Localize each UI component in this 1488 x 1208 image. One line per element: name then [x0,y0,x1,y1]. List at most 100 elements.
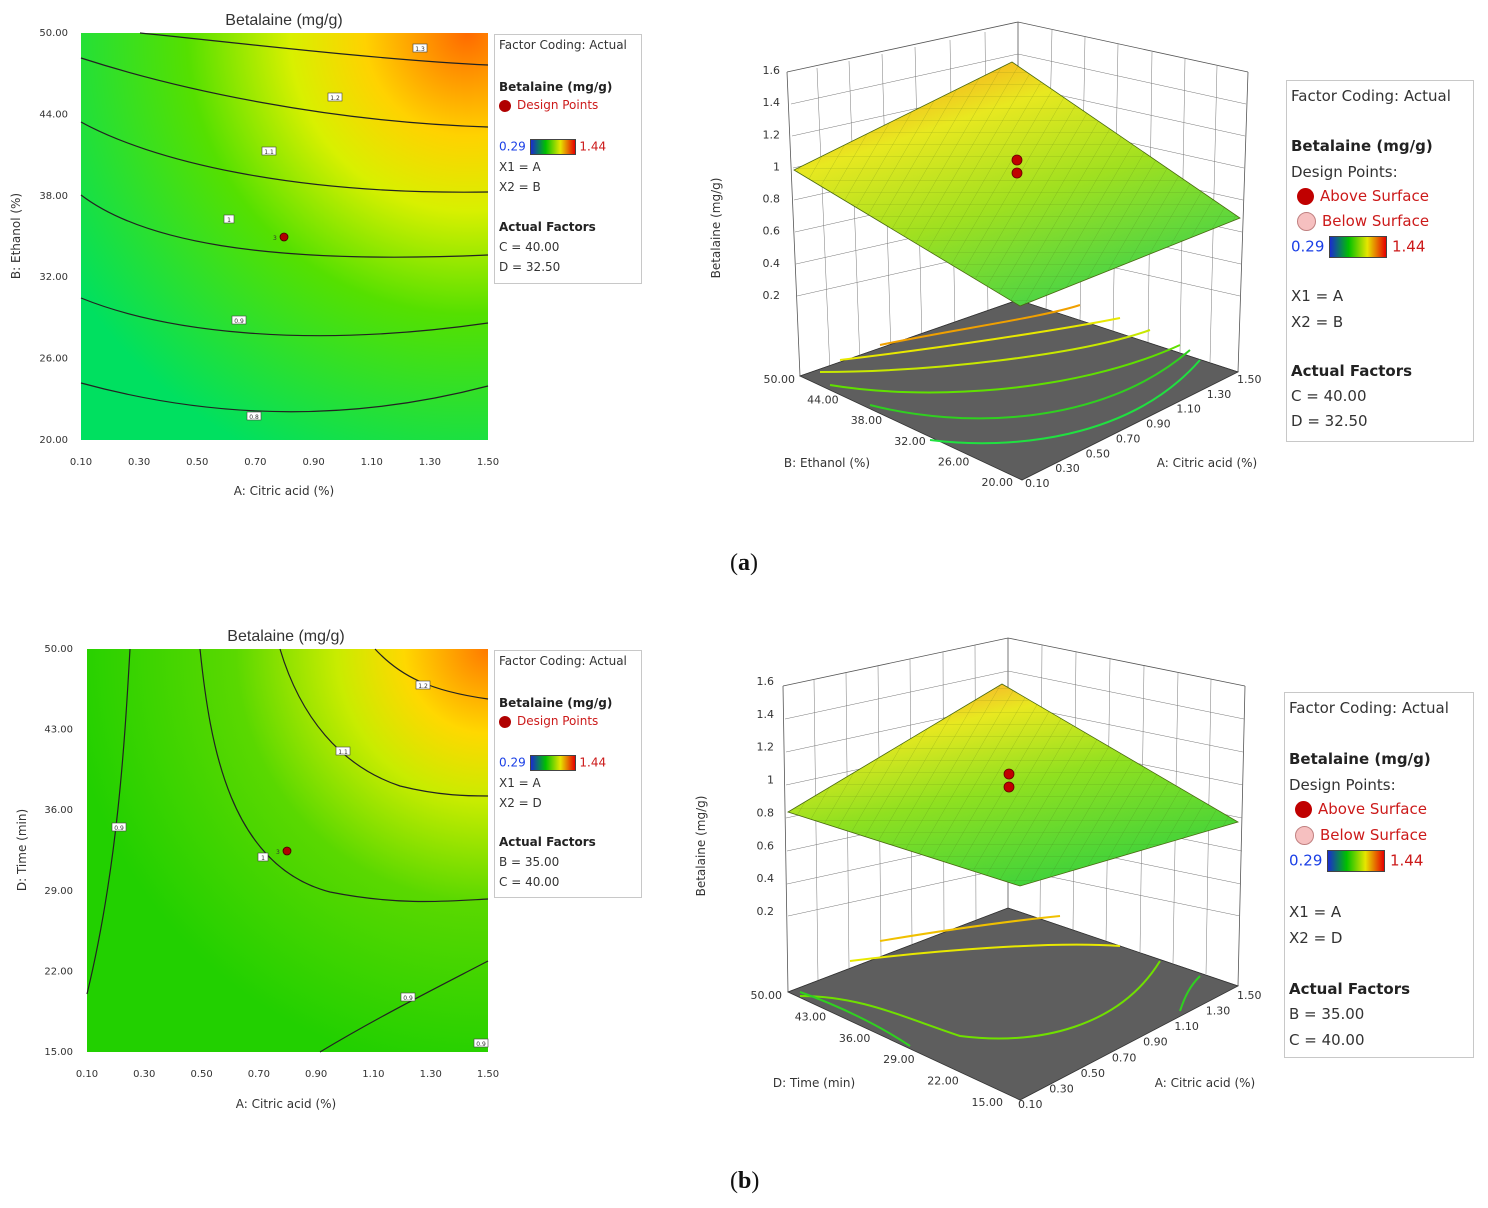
floor-contours [799,915,1201,1047]
x-tick-label: 0.30 [128,457,150,468]
x-axis-label: A: Citric acid (%) [236,1097,336,1111]
legend-coding: Factor Coding: Actual [1289,699,1449,717]
y-axis-label: B: Ethanol (%) [9,193,23,279]
y-tick-label: 38.00 [39,191,68,202]
contour-title: Betalaine (mg/g) [225,12,342,29]
axis-tick-label: 1.50 [1237,373,1262,386]
contour-line-1.3 [139,32,489,66]
legend-factor-1: B = 35.00 [499,855,560,869]
z-tick-label: 1 [767,774,774,787]
contour-line-1.1 [80,121,489,193]
contour-labels-b: 0.9 1 1.1 1.2 0.9 0.9 [111,680,489,1048]
axis-tick-label: 0.90 [1143,1036,1168,1049]
legend-factor-1: C = 40.00 [1291,387,1367,405]
axis-tick-label: 50.00 [764,373,796,386]
caption-a: (a) [730,550,758,576]
z-tick-label: 0.2 [757,905,775,918]
axis-tick-label: 0.30 [1049,1082,1074,1095]
contour-line-0.9-right [319,960,489,1053]
legend-design-points: Design Points [499,98,598,112]
contour-title: Betalaine (mg/g) [227,628,344,645]
axis-tick-label: 44.00 [807,394,839,407]
panel-a: Betalaine (mg/g) 0.8 0.9 1 1.1 1.2 1.3 3… [0,0,1488,600]
contour-line-1.0 [80,194,489,258]
svg-text:1.1: 1.1 [264,149,274,156]
z-tick-label: 1.2 [757,741,775,754]
z-tick-labels: 0.2 0.4 0.6 0.8 1 1.2 1.4 1.6 [763,64,781,302]
legend-factor-2: D = 32.50 [1291,412,1368,430]
y-tick-label: 26.00 [39,354,68,365]
axis-tick-label: 38.00 [851,414,883,427]
svg-text:0.9: 0.9 [114,825,124,832]
axis-tick-label: 0.10 [1025,477,1050,490]
legend-color-scale: 0.29 1.44 [499,755,607,771]
x-tick-label: 0.10 [76,1069,98,1080]
axis-tick-label: 0.50 [1086,447,1111,460]
below-surface-icon [1297,212,1316,231]
svg-text:0.9: 0.9 [476,1041,486,1048]
z-tick-label: 1.4 [757,708,775,721]
legend-response: Betalaine (mg/g) [1291,137,1433,155]
y-tick-label: 36.00 [44,805,73,816]
legend-color-scale: 0.29 1.44 [499,139,607,155]
z-tick-label: 0.6 [763,225,781,238]
caption-b: (b) [730,1168,760,1194]
left-axis-tick-labels: 50.00 44.00 38.00 32.00 26.00 20.00 [764,373,1014,489]
legend-factor-2: C = 40.00 [1289,1031,1365,1049]
x-tick-label: 1.30 [419,457,441,468]
y-tick-label: 43.00 [44,725,73,736]
surface-floor [786,907,1240,1101]
right-axis-tick-labels: 0.10 0.30 0.50 0.70 0.90 1.10 1.30 1.50 [1018,989,1262,1111]
legend-x2: X2 = D [1289,929,1343,947]
design-point-below [1003,781,1015,793]
y-tick-labels: 20.00 26.00 32.00 38.00 44.00 50.00 [39,28,68,446]
axis-tick-label: 0.10 [1018,1098,1043,1111]
x-tick-label: 1.50 [477,1069,499,1080]
x-tick-label: 0.30 [133,1069,155,1080]
design-point-above [1003,768,1015,780]
above-surface-icon [1297,188,1314,205]
z-tick-label: 0.8 [763,193,781,206]
x-tick-label: 0.10 [70,457,92,468]
axis-tick-label: 0.50 [1081,1067,1106,1080]
legend-design-points-title: Design Points: [1289,776,1396,794]
svg-text:1: 1 [261,855,265,862]
z-tick-label: 0.2 [763,289,781,302]
legend-response: Betalaine (mg/g) [499,696,613,710]
legend-small-b: Factor Coding: Actual Betalaine (mg/g) D… [494,650,642,898]
x-tick-label: 0.70 [244,457,266,468]
legend-above-surface: Above Surface [1291,187,1429,205]
legend-actual-title: Actual Factors [499,220,596,234]
y-tick-label: 32.00 [39,272,68,283]
color-bar [1329,236,1388,258]
contour-line-1.0 [199,648,489,903]
z-axis-label: Betalaine (mg/g) [694,796,708,897]
z-tick-label: 1.4 [763,96,781,109]
axis-tick-label: 0.70 [1112,1051,1137,1064]
legend-response: Betalaine (mg/g) [1289,750,1431,768]
z-tick-label: 1 [773,160,780,173]
z-tick-label: 0.4 [757,872,775,885]
design-point-count: 3 [273,235,277,242]
axis-tick-label: 1.10 [1174,1020,1199,1033]
x-tick-label: 0.90 [302,457,324,468]
contour-plot-b: Betalaine (mg/g) 0.9 1 1.1 1.2 0.9 0.9 3… [15,628,499,1111]
surface-plot-a: 0.20.40.60.811.21.41.6 Betalaine (mg/g) … [709,21,1262,490]
z-axis-label: Betalaine (mg/g) [709,178,723,279]
design-point-icon [499,99,511,112]
y-tick-labels: 15.00 22.00 29.00 36.00 43.00 50.00 [44,644,73,1058]
x-tick-label: 0.90 [305,1069,327,1080]
legend-below-surface: Below Surface [1291,212,1429,231]
legend-color-scale: 0.29 1.44 [1291,236,1425,258]
svg-text:1: 1 [227,217,231,224]
surface-plot-b: 0.20.40.60.811.21.41.6 Betalaine (mg/g) … [694,637,1262,1111]
contour-labels-a: 0.8 0.9 1 1.1 1.2 1.3 [223,43,428,421]
x-tick-labels: 0.10 0.30 0.50 0.70 0.90 1.10 1.30 1.50 [76,1069,499,1080]
legend-x1: X1 = A [499,160,541,174]
design-point-below [1011,167,1023,179]
y-tick-label: 50.00 [39,28,68,39]
contour-line-0.9-left [86,648,131,995]
x-tick-label: 0.70 [248,1069,270,1080]
left-axis-tick-labels: 50.00 43.00 36.00 29.00 22.00 15.00 [751,989,1004,1109]
above-surface-icon [1295,801,1312,818]
